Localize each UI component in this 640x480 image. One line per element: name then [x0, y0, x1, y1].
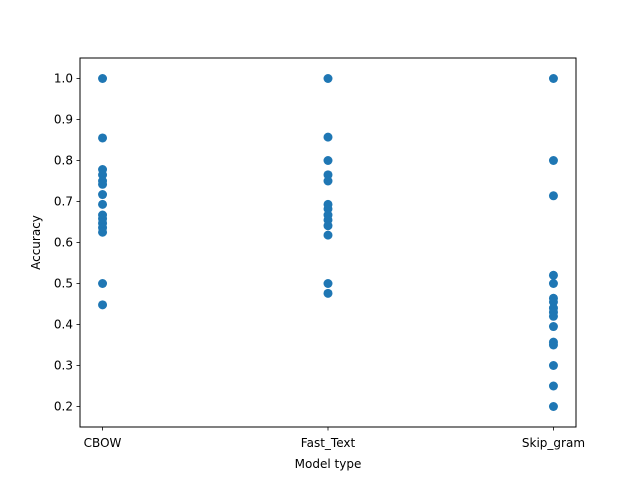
data-point	[548, 340, 558, 350]
y-tick-label: 0.6	[54, 236, 73, 250]
y-tick-label: 0.2	[54, 400, 73, 414]
data-point	[323, 176, 333, 186]
data-point	[98, 179, 108, 189]
data-point	[98, 133, 108, 143]
x-tick-label: Fast_Text	[301, 436, 356, 450]
data-point	[548, 402, 558, 411]
data-point	[323, 132, 333, 142]
data-point	[548, 311, 558, 321]
data-point	[548, 156, 558, 165]
data-point	[98, 190, 108, 200]
y-tick-label: 0.3	[54, 359, 73, 373]
data-point	[548, 361, 558, 370]
data-point	[98, 300, 108, 310]
data-point	[323, 288, 333, 298]
data-point	[98, 227, 108, 237]
data-point	[323, 230, 333, 240]
data-point	[548, 74, 558, 83]
y-tick-label: 0.9	[54, 113, 73, 127]
y-tick-label: 0.7	[54, 195, 73, 209]
data-point	[548, 191, 558, 201]
x-tick-label: Skip_gram	[522, 436, 585, 450]
x-axis-label: Model type	[295, 457, 362, 471]
data-point	[548, 322, 558, 332]
axes-layer: 0.2 0.3 0.4 0.5 0.6 0.7 0.8 0.9 1.0 CBOW Fast_Text…	[54, 57, 585, 450]
y-axis-label: Accuracy	[29, 215, 43, 270]
y-tick-label: 1.0	[54, 72, 73, 86]
data-point	[98, 170, 108, 180]
data-point	[548, 381, 558, 391]
data-point	[323, 156, 333, 165]
y-tick-label: 0.5	[54, 277, 73, 291]
data-point	[323, 221, 333, 231]
data-point	[548, 270, 558, 280]
data-point	[323, 279, 333, 288]
x-tick-label: CBOW	[84, 436, 122, 450]
data-point	[98, 74, 108, 83]
data-point	[98, 279, 108, 288]
y-tick-label: 0.4	[54, 318, 73, 332]
data-point	[323, 204, 333, 214]
data-point	[548, 297, 558, 307]
plot-layer	[98, 74, 558, 411]
data-point	[323, 170, 333, 180]
data-point	[98, 199, 108, 209]
y-tick-label: 0.8	[54, 154, 73, 168]
data-point	[548, 279, 558, 288]
data-point	[323, 74, 333, 83]
